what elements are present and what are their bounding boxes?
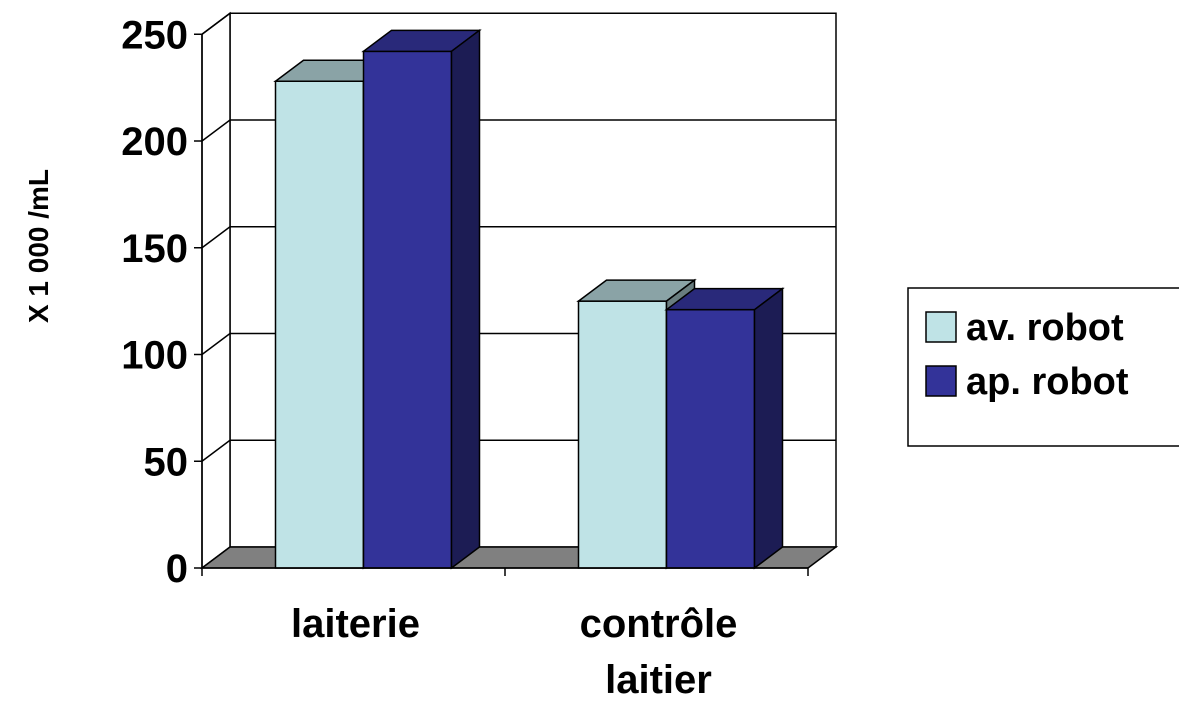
gridline — [201, 119, 836, 142]
bars — [273, 28, 785, 570]
y-tick-label: 0 — [166, 547, 188, 591]
side-wall — [201, 11, 231, 570]
y-tick-label: 200 — [121, 120, 188, 164]
category-label: laiterie — [291, 602, 420, 646]
legend-swatch-1 — [925, 365, 957, 397]
y-axis-label: X 1 000 /mL — [23, 169, 54, 323]
category-label: laitier — [605, 658, 712, 702]
gridline — [201, 12, 836, 35]
bar-ap--robot-0 — [362, 50, 453, 569]
y-tick-label: 250 — [121, 13, 188, 57]
y-tick-label: 100 — [121, 334, 188, 378]
bar-ap--robot-1 — [665, 308, 756, 569]
category-label: contrôle — [580, 602, 738, 646]
y-tick-label: 50 — [144, 440, 189, 484]
bar-av--robot-0 — [274, 80, 365, 569]
category-labels: laiterie contrôle laitier — [291, 602, 737, 702]
legend-label-1: ap. robot — [966, 361, 1129, 403]
bar-side — [450, 28, 481, 570]
y-tick-labels: 0 50 100 150 200 250 — [121, 13, 188, 591]
bar-side — [753, 287, 784, 570]
gridline — [201, 226, 836, 249]
legend-label-0: av. robot — [966, 307, 1124, 349]
axes — [194, 33, 809, 576]
legend-swatch-0 — [925, 311, 957, 343]
y-tick-label: 150 — [121, 227, 188, 271]
bar-av--robot-1 — [577, 300, 668, 569]
legend: av. robot ap. robot — [907, 287, 1179, 447]
